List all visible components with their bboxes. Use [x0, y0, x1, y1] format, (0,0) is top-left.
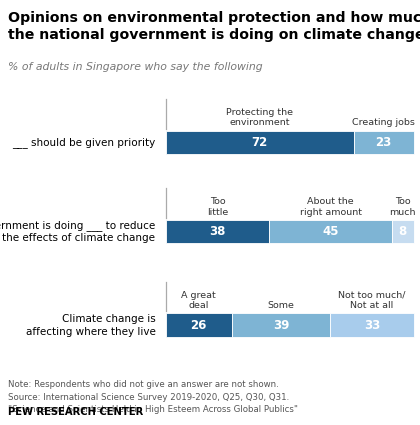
Text: ___ should be given priority: ___ should be given priority: [12, 137, 155, 148]
Bar: [269, 220, 392, 243]
Text: Not too much/
Not at all: Not too much/ Not at all: [338, 291, 406, 310]
Text: Climate change is
affecting where they live: Climate change is affecting where they l…: [26, 314, 155, 337]
Text: PEW RESEARCH CENTER: PEW RESEARCH CENTER: [8, 407, 144, 417]
Text: 38: 38: [210, 225, 226, 238]
Text: Too
little: Too little: [207, 197, 228, 216]
Bar: [392, 220, 414, 243]
Text: 39: 39: [273, 319, 289, 332]
Text: Note: Respondents who did not give an answer are not shown.
Source: Internationa: Note: Respondents who did not give an an…: [8, 380, 298, 414]
Text: About the
right amount: About the right amount: [299, 197, 362, 216]
Bar: [354, 131, 414, 154]
Text: 72: 72: [252, 136, 268, 149]
Text: Government is doing ___ to reduce
the effects of climate change: Government is doing ___ to reduce the ef…: [0, 220, 155, 244]
Text: 45: 45: [323, 225, 339, 238]
Bar: [166, 220, 269, 243]
Text: 26: 26: [191, 319, 207, 332]
Text: Creating jobs: Creating jobs: [352, 118, 415, 127]
Text: Too
much: Too much: [390, 197, 416, 216]
Text: Some: Some: [268, 301, 294, 310]
Bar: [166, 314, 232, 337]
Text: Opinions on environmental protection and how much
the national government is doi: Opinions on environmental protection and…: [8, 11, 420, 42]
Bar: [330, 314, 414, 337]
Text: 23: 23: [375, 136, 392, 149]
Text: Protecting the
environment: Protecting the environment: [226, 108, 293, 128]
Bar: [232, 314, 330, 337]
Bar: [166, 131, 354, 154]
Text: A great
deal: A great deal: [181, 291, 216, 310]
Text: 33: 33: [364, 319, 380, 332]
Text: % of adults in Singapore who say the following: % of adults in Singapore who say the fol…: [8, 62, 263, 72]
Text: 8: 8: [399, 225, 407, 238]
